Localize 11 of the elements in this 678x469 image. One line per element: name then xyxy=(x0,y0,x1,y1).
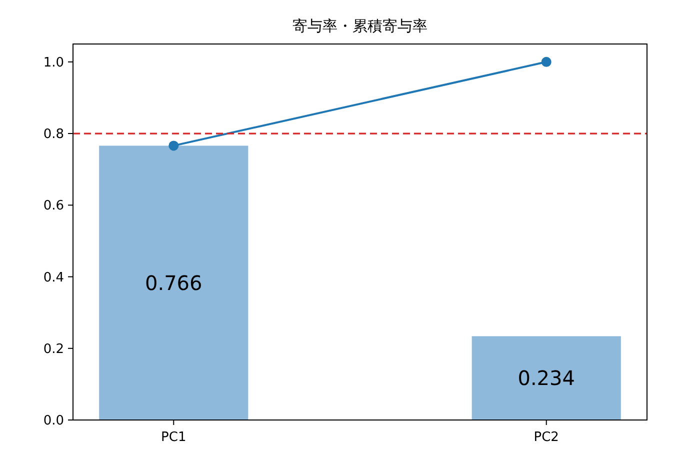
y-tick-label: 0.0 xyxy=(43,414,64,428)
chart-title: 寄与率・累積寄与率 xyxy=(292,17,428,35)
data-label: 0.766 xyxy=(145,270,202,295)
y-tick-label: 0.8 xyxy=(43,127,64,142)
y-tick-label: 0.4 xyxy=(43,270,64,286)
x-tick-label: PC1 xyxy=(161,430,186,445)
x-tick-label: PC2 xyxy=(534,430,559,445)
y-tick-label: 0.2 xyxy=(43,342,64,357)
data-label: 0.234 xyxy=(518,366,575,390)
y-tick-label: 0.6 xyxy=(43,198,64,214)
y-tick-label: 1.0 xyxy=(43,55,64,70)
